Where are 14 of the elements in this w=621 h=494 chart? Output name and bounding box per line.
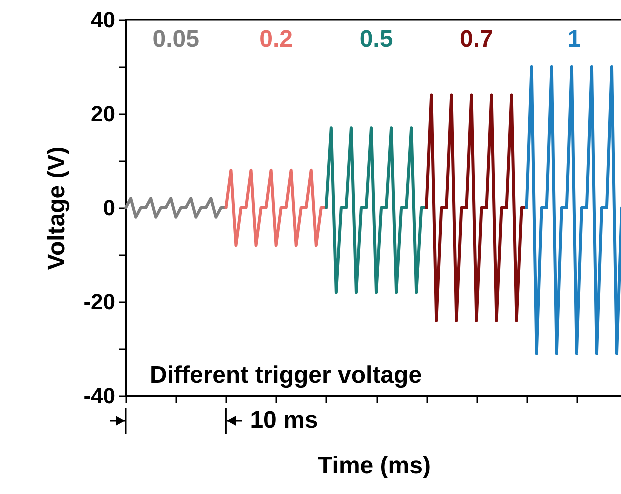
y-axis-title: Voltage (V) bbox=[44, 146, 71, 270]
y-tick-label: -20 bbox=[84, 290, 116, 314]
x-axis-title: Time (ms) bbox=[318, 452, 431, 480]
text: 0.2 bbox=[260, 26, 293, 53]
series-label: 0.7 bbox=[460, 26, 494, 53]
annotation: Different trigger voltage bbox=[150, 362, 422, 389]
y-tick-label: 40 bbox=[91, 8, 116, 32]
text: 0.5 bbox=[360, 26, 394, 53]
y-tick-label: 20 bbox=[91, 102, 116, 126]
y-tick-label: 0 bbox=[103, 196, 116, 220]
y-tick-label: -40 bbox=[84, 384, 116, 408]
series-label: 1 bbox=[568, 26, 582, 53]
text: 0.05 bbox=[152, 26, 200, 53]
text: 10 ms bbox=[250, 407, 318, 434]
